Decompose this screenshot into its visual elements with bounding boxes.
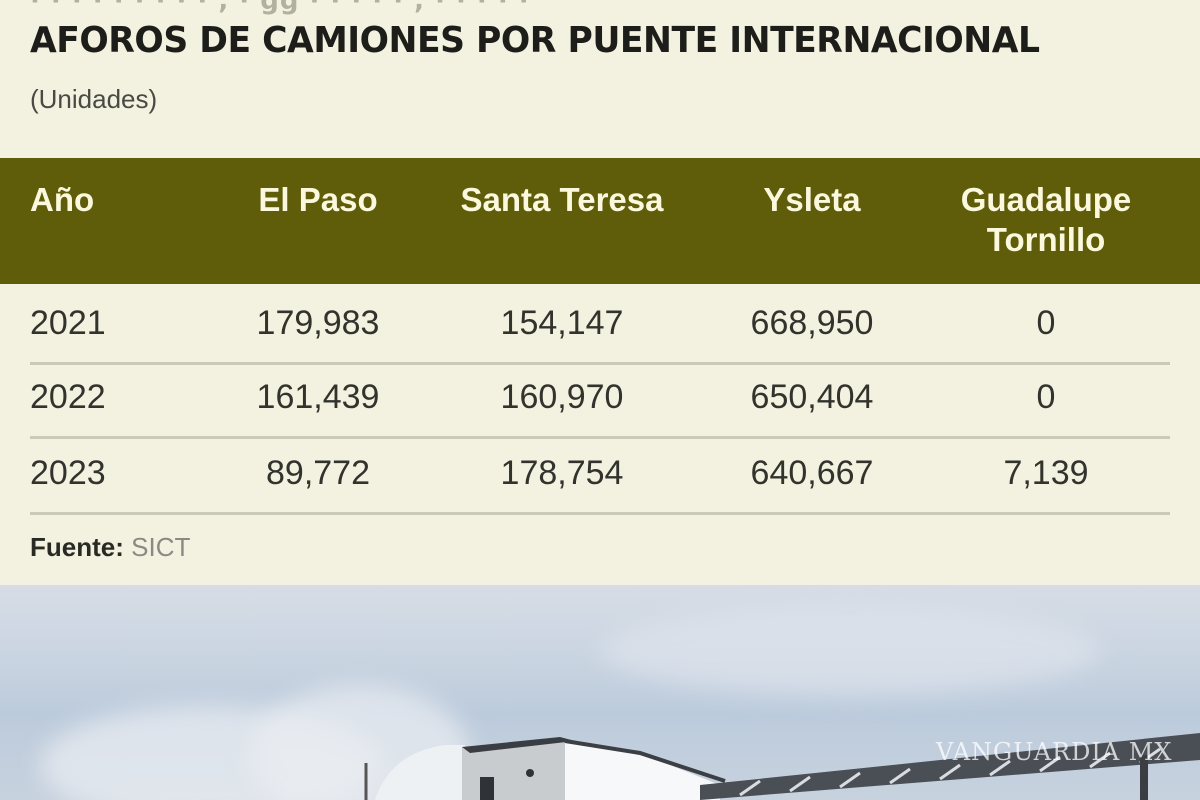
infographic-panel: · · · · · · · · · , · gg · · · · · , · ·… <box>0 0 1200 563</box>
table-header: Año El Paso Santa Teresa Ysleta Guadalup… <box>0 158 1200 284</box>
cloud-shape <box>600 605 1100 695</box>
cell-santa-teresa: 178,754 <box>500 454 624 492</box>
bridge-photo <box>0 585 1200 800</box>
cell-guadalupe-tornillo: 7,139 <box>1003 454 1089 492</box>
column-header-year: Año <box>30 181 95 218</box>
chart-subtitle: (Unidades) <box>30 84 158 114</box>
bridge-building-illustration <box>364 733 1200 800</box>
source-note: Fuente: SICT <box>30 532 190 563</box>
cell-el-paso: 89,772 <box>266 454 370 492</box>
cell-el-paso: 179,983 <box>256 304 380 342</box>
table-row: 2021 179,983 154,147 668,950 0 <box>30 288 1170 365</box>
cell-year: 2023 <box>30 454 106 492</box>
table-row: 2023 89,772 178,754 640,667 7,139 <box>30 438 1170 515</box>
watermark-text: VANGUARDIA MX <box>936 738 1173 766</box>
source-label: Fuente: <box>30 532 124 562</box>
column-header-el-paso: El Paso <box>258 181 378 218</box>
column-header-guadalupe: Guadalupe <box>960 181 1132 218</box>
column-header-santa-teresa: Santa Teresa <box>460 181 664 218</box>
column-header-tornillo: Tornillo <box>986 221 1106 258</box>
cell-ysleta: 640,667 <box>750 454 874 492</box>
cell-year: 2021 <box>30 304 106 342</box>
table-row: 2022 161,439 160,970 650,404 0 <box>30 362 1170 439</box>
cell-year: 2022 <box>30 378 106 416</box>
cell-guadalupe-tornillo: 0 <box>1036 378 1056 416</box>
cell-ysleta: 668,950 <box>750 304 874 342</box>
cell-santa-teresa: 160,970 <box>500 378 624 416</box>
column-header-ysleta: Ysleta <box>763 181 861 218</box>
cropped-text-line: · · · · · · · · · , · gg · · · · · , · ·… <box>30 0 530 16</box>
chart-title: AFOROS DE CAMIONES POR PUENTE INTERNACIO… <box>30 20 1040 61</box>
cell-santa-teresa: 154,147 <box>500 304 624 342</box>
cell-ysleta: 650,404 <box>750 378 874 416</box>
cell-el-paso: 161,439 <box>256 378 380 416</box>
source-value: SICT <box>131 532 191 562</box>
cell-guadalupe-tornillo: 0 <box>1036 304 1056 342</box>
